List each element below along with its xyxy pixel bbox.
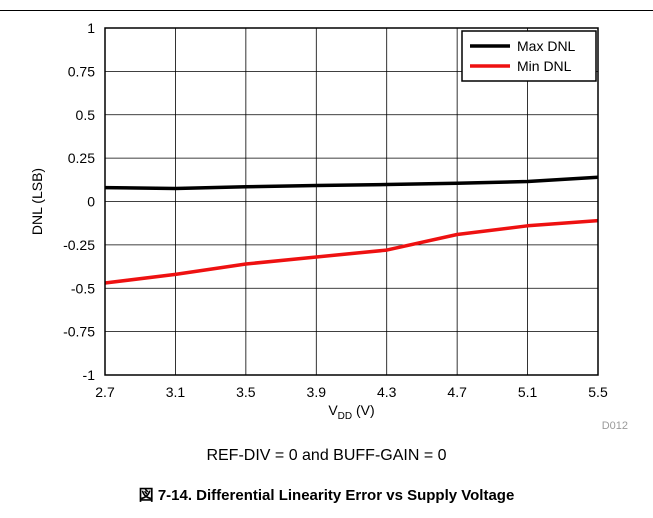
x-tick-labels: 2.7 3.1 3.5 3.9 4.3 4.7 5.1 5.5 bbox=[95, 384, 608, 400]
y-tick-label: -0.75 bbox=[63, 324, 95, 340]
figure-caption: 図 7-14. Differential Linearity Error vs … bbox=[138, 487, 515, 504]
x-tick-label: 5.5 bbox=[588, 384, 608, 400]
plot-frame bbox=[104, 27, 599, 376]
y-tick-label: 0 bbox=[87, 194, 95, 210]
top-rule bbox=[0, 10, 653, 11]
x-axis-label: VDD (V) bbox=[328, 402, 374, 422]
y-tick-label: -0.5 bbox=[71, 280, 95, 296]
x-tick-label: 3.9 bbox=[307, 384, 327, 400]
dnl-line-chart: 1 0.75 0.5 0.25 0 -0.25 -0.5 -0.75 -1 2.7 3.1 3.5 3… bbox=[29, 20, 628, 432]
series-line-max-dnl bbox=[104, 175, 599, 191]
chart-series bbox=[104, 175, 599, 285]
figure-id: D012 bbox=[602, 420, 628, 432]
x-axis-label-unit: (V) bbox=[352, 402, 375, 418]
chart-legend: Max DNL Min DNL bbox=[461, 30, 597, 82]
x-tick-label: 3.5 bbox=[236, 384, 256, 400]
y-axis-label: DNL (LSB) bbox=[29, 168, 45, 235]
x-tick-label: 5.1 bbox=[518, 384, 538, 400]
x-axis-label-main: V bbox=[328, 402, 338, 418]
x-tick-label: 2.7 bbox=[95, 384, 115, 400]
x-tick-label: 4.3 bbox=[377, 384, 397, 400]
legend-label: Max DNL bbox=[517, 38, 576, 54]
y-tick-label: 1 bbox=[87, 20, 95, 36]
x-tick-label: 4.7 bbox=[447, 384, 467, 400]
y-tick-label: -0.25 bbox=[63, 237, 95, 253]
legend-box bbox=[461, 30, 597, 82]
x-axis-label-subscript: DD bbox=[338, 411, 352, 422]
test-condition: REF-DIV = 0 and BUFF-GAIN = 0 bbox=[206, 447, 447, 464]
legend-label: Min DNL bbox=[517, 58, 572, 74]
x-tick-label: 3.1 bbox=[166, 384, 186, 400]
y-tick-labels: 1 0.75 0.5 0.25 0 -0.25 -0.5 -0.75 -1 bbox=[63, 20, 95, 383]
y-tick-label: 0.75 bbox=[68, 63, 95, 79]
y-tick-label: 0.25 bbox=[68, 150, 95, 166]
series-line-min-dnl bbox=[104, 218, 599, 285]
y-tick-label: -1 bbox=[83, 367, 96, 383]
y-tick-label: 0.5 bbox=[76, 107, 96, 123]
